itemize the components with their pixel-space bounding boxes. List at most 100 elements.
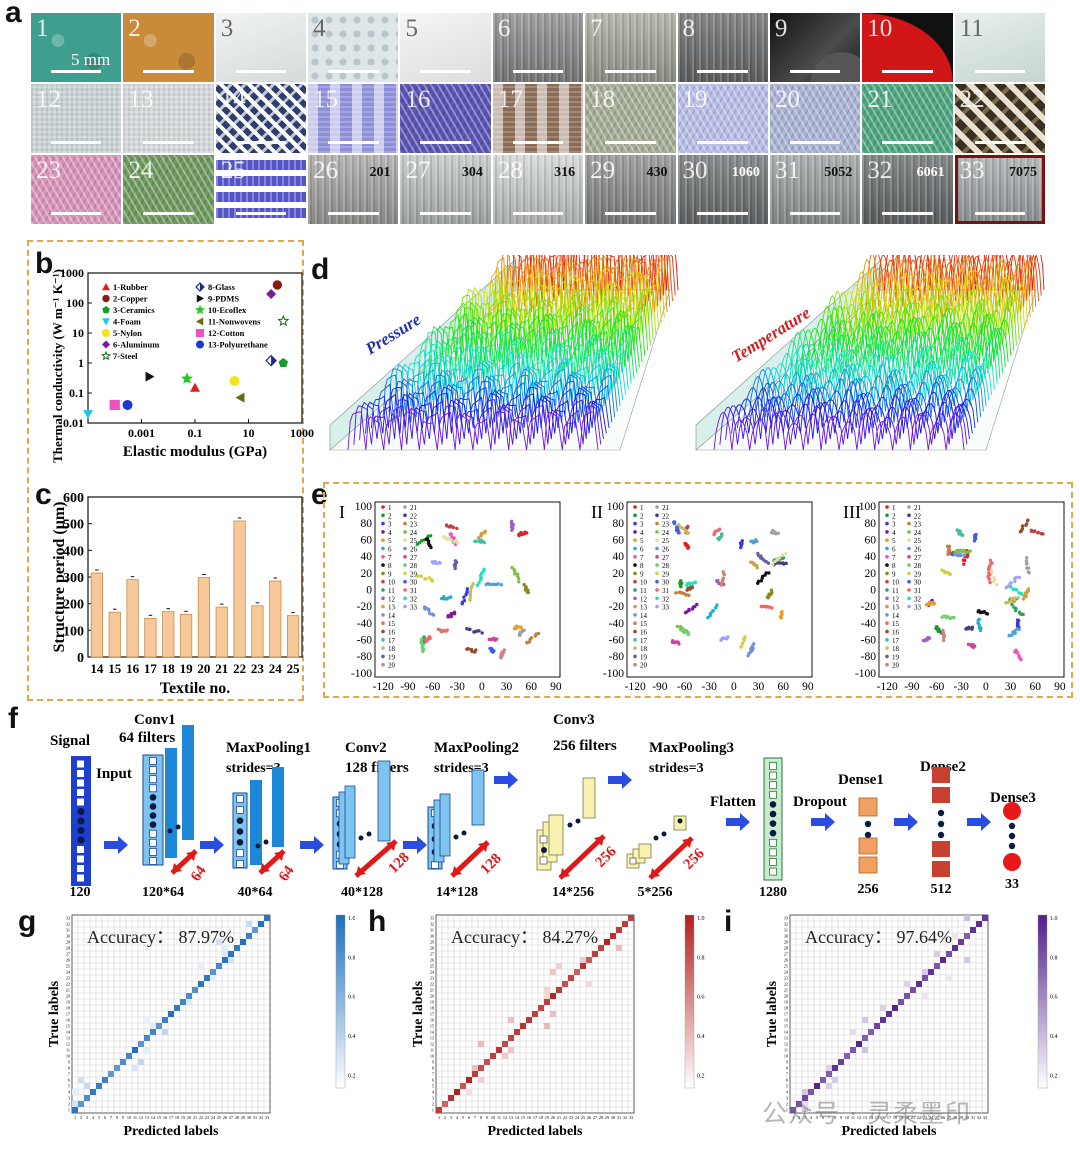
- matrix-cell: [550, 969, 556, 975]
- x-tick-label: 24: [575, 1115, 580, 1120]
- legend-label: 19: [892, 653, 900, 661]
- legend-marker: [633, 613, 637, 617]
- y-tick-label: -100: [855, 668, 876, 680]
- y-tick-label: 200: [63, 598, 84, 613]
- matrix-cell: [934, 951, 940, 957]
- x-tick-label: 15: [521, 1115, 525, 1120]
- y-tick-label: -20: [357, 601, 373, 613]
- waterfall-trace: [476, 276, 660, 330]
- embedding-point: [777, 555, 782, 560]
- legend-label: 8: [388, 562, 392, 570]
- bar: [233, 520, 246, 658]
- signal-unit: [77, 855, 84, 863]
- dimension-label: 64: [188, 863, 210, 885]
- ellipsis-dot: [937, 831, 945, 839]
- material-number: 1: [36, 15, 49, 42]
- legend-label: 2: [640, 512, 644, 520]
- y-axis-label: True labels: [765, 980, 780, 1047]
- panel-e-frame: [323, 482, 1073, 698]
- x-tick-label: 23: [205, 1115, 209, 1120]
- matrix-cell: [466, 1077, 472, 1083]
- embedding-point: [941, 628, 945, 633]
- legend-marker: [633, 588, 637, 592]
- dimension-label: 256: [593, 843, 621, 871]
- embedding-point: [678, 624, 683, 629]
- legend-marker: [381, 613, 385, 617]
- legend-label: 3-Ceramics: [113, 305, 155, 315]
- embedding-point: [1024, 522, 1029, 526]
- y-tick-label: 1: [786, 1108, 788, 1113]
- y-tick-label: 17: [430, 1012, 434, 1017]
- matrix-cell: [802, 1095, 808, 1101]
- embedding-point: [465, 647, 469, 651]
- conv1-label: Conv1: [134, 712, 176, 728]
- material-tile-10: 10: [862, 13, 953, 82]
- embedding-point: [468, 596, 472, 601]
- y-tick-label: 28: [66, 946, 70, 951]
- y-tick-label: 29: [66, 940, 70, 945]
- scale-bar: [512, 70, 564, 73]
- x-tick-label: 31: [617, 1115, 621, 1120]
- x-tick-label: 7: [474, 1115, 476, 1120]
- embedding-point: [743, 635, 747, 639]
- material-tile-21: 21: [862, 84, 953, 153]
- matrix-cell: [814, 1083, 820, 1089]
- x-tick-label: 32: [259, 1115, 263, 1120]
- embedding-point: [784, 561, 788, 566]
- x-tick-label: 15: [875, 1115, 879, 1120]
- panel-i-confusion-matrix: 1122334455667788991010111112121313141415…: [765, 914, 1058, 1139]
- material-number: 23: [36, 157, 61, 184]
- scale-bar: [143, 212, 194, 215]
- bar: [286, 615, 300, 658]
- embedding-point: [693, 580, 697, 585]
- y-tick-label: 29: [430, 940, 434, 945]
- matrix-cell: [168, 1011, 174, 1017]
- embedding-point: [1012, 605, 1016, 609]
- legend-marker: [381, 505, 385, 509]
- embedding-point: [450, 535, 454, 539]
- waterfall-trace: [400, 356, 624, 401]
- matrix-cell: [102, 1077, 108, 1083]
- marker-pentagon: [278, 358, 289, 368]
- x-tick-label: 16: [126, 661, 140, 676]
- embedding-point: [455, 526, 459, 531]
- y-tick-label: 30: [784, 934, 788, 939]
- matrix-cell: [982, 915, 988, 921]
- waterfall-trace: [778, 343, 995, 390]
- x-tick-label: 27: [229, 1115, 233, 1120]
- y-tick-label: 26: [784, 958, 788, 963]
- matrix-cell: [826, 1083, 832, 1089]
- y-tick-label: 33: [430, 916, 434, 921]
- dimension-label: 128: [478, 851, 505, 878]
- embedding-point: [424, 537, 429, 542]
- legend-marker: [655, 596, 659, 601]
- embedding-point: [966, 642, 971, 647]
- legend-label: 33: [914, 604, 922, 612]
- matrix-cell: [526, 1017, 532, 1023]
- alloy-grade: 7075: [1008, 165, 1037, 180]
- scale-bar: [327, 70, 379, 73]
- bar: [179, 613, 193, 658]
- waterfall-trace: [511, 255, 676, 296]
- embedding-point: [473, 650, 477, 654]
- dimension-arrowhead: [682, 838, 692, 848]
- y-tick-label: 24: [784, 970, 789, 975]
- y-tick-label: 22: [784, 982, 788, 987]
- x-tick-label: 25: [581, 1115, 585, 1120]
- y-tick-label: 6: [786, 1078, 788, 1083]
- x-axis-label: Predicted labels: [123, 1124, 219, 1139]
- embedding-point: [476, 536, 481, 540]
- y-tick-label: -40: [609, 618, 625, 630]
- plot-frame: [878, 501, 1065, 678]
- legend-marker: [381, 579, 385, 584]
- filter-column: [272, 767, 284, 847]
- y-tick-label: 4: [786, 1090, 789, 1095]
- embedding-point: [976, 621, 980, 625]
- x-tick-label: 29: [959, 1115, 963, 1120]
- x-tick-label: 9: [122, 1115, 124, 1120]
- y-tick-label: 100: [63, 624, 84, 639]
- y-tick-label: 600: [63, 491, 84, 506]
- ellipsis-dot: [167, 828, 173, 834]
- legend-marker: [633, 546, 637, 551]
- y-tick-label: 0: [366, 585, 372, 597]
